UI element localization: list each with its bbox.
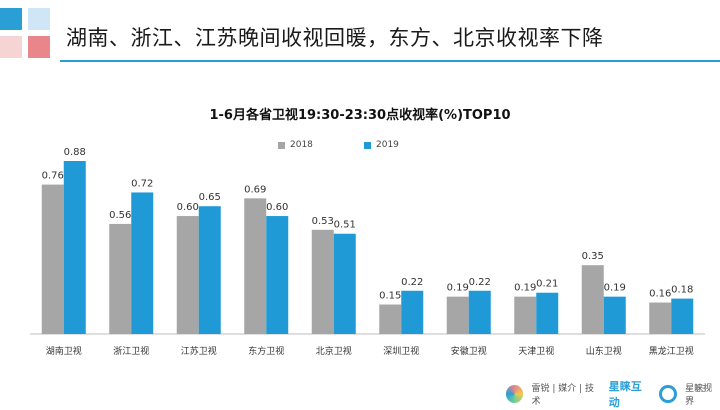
bar-2019-5: [401, 290, 424, 334]
data-label-2019-8: 0.19: [604, 283, 626, 294]
header-divider: [60, 60, 720, 62]
legend-label-2018: 2018: [290, 140, 313, 150]
corner-square-lightblue: [28, 8, 50, 30]
bar-2019-2: [198, 206, 221, 334]
partner-logo-text: 雷锐 | 媒介 | 技术: [531, 384, 594, 407]
bar-2018-9: [649, 302, 672, 334]
data-label-2018-6: 0.19: [447, 283, 469, 294]
data-label-2019-6: 0.22: [469, 277, 491, 288]
direct-logo-icon: [659, 385, 678, 403]
data-label-2019-7: 0.21: [536, 279, 558, 290]
bar-2018-6: [446, 296, 469, 334]
bar-2019-3: [266, 216, 289, 334]
data-label-2018-4: 0.53: [312, 216, 334, 227]
data-label-2019-1: 0.72: [131, 178, 153, 189]
legend-swatch-2019: [364, 141, 371, 149]
legend-item-2018: 2018: [278, 140, 313, 150]
legend-label-2019: 2019: [376, 140, 399, 150]
bar-2018-2: [176, 216, 199, 334]
bar-2019-4: [333, 233, 356, 334]
x-tick-label-2: 江苏卫视: [181, 345, 217, 357]
data-label-2019-5: 0.22: [401, 277, 423, 288]
x-tick-label-7: 天津卫视: [518, 345, 554, 357]
data-label-2019-2: 0.65: [199, 192, 221, 203]
bar-2019-0: [63, 161, 86, 334]
data-label-2019-9: 0.18: [671, 285, 693, 296]
bar-2018-8: [581, 265, 604, 334]
bar-2018-5: [379, 304, 402, 334]
x-tick-label-9: 黑龙江卫视: [649, 345, 694, 357]
x-tick-label-8: 山东卫视: [586, 345, 622, 357]
bar-2018-0: [41, 184, 64, 334]
bar-2018-4: [311, 229, 334, 334]
bar-2019-9: [671, 298, 694, 334]
corner-square-blue: [0, 8, 22, 30]
data-label-2018-5: 0.15: [379, 291, 401, 302]
brand-logo-text: 星睐互动: [608, 380, 642, 409]
x-tick-label-0: 湖南卫视: [46, 345, 82, 357]
x-tick-label-4: 北京卫视: [316, 345, 352, 357]
data-label-2018-0: 0.76: [42, 171, 64, 182]
x-tick-label-3: 东方卫视: [248, 345, 284, 357]
x-tick-label-6: 安徽卫视: [451, 345, 487, 357]
data-label-2019-4: 0.51: [334, 220, 356, 231]
slide-headline: 湖南、浙江、江苏晚间收视回暖，东方、北京收视率下降: [66, 26, 604, 50]
page-number: 13: [694, 384, 707, 395]
data-label-2019-3: 0.60: [266, 202, 288, 213]
data-label-2019-0: 0.88: [64, 147, 86, 158]
x-tick-label-1: 浙江卫视: [113, 345, 149, 357]
legend-swatch-2018: [278, 141, 285, 149]
bar-2019-1: [131, 192, 154, 334]
direct-logo-text: 星睐视界: [685, 384, 713, 407]
data-label-2018-3: 0.69: [244, 184, 266, 195]
partner-logo-icon: [506, 385, 524, 403]
bar-2019-7: [536, 292, 559, 334]
legend-item-2019: 2019: [364, 140, 399, 150]
footer-logos: 雷锐 | 媒介 | 技术 星睐互动 星睐视界: [506, 378, 720, 410]
bar-2018-1: [109, 223, 132, 334]
bar-2018-7: [514, 296, 537, 334]
corner-square-red: [28, 36, 50, 58]
data-label-2018-7: 0.19: [514, 283, 536, 294]
data-label-2018-2: 0.60: [177, 202, 199, 213]
bar-2019-6: [468, 290, 491, 334]
x-tick-label-5: 深圳卫视: [383, 345, 419, 357]
corner-square-pink: [0, 36, 22, 58]
chart-title: 1-6月各省卫视19:30-23:30点收视率(%)TOP10: [209, 108, 511, 123]
data-label-2018-1: 0.56: [109, 210, 131, 221]
data-label-2018-8: 0.35: [582, 251, 604, 262]
bar-2018-3: [244, 198, 267, 334]
bar-2019-8: [603, 296, 626, 334]
corner-decoration: [0, 0, 52, 58]
data-label-2018-9: 0.16: [649, 289, 671, 300]
